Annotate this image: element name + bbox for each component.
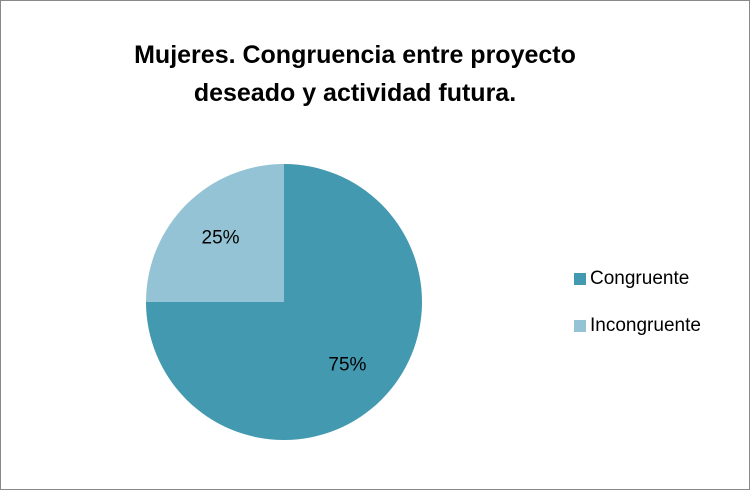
legend-label: Congruente — [590, 268, 689, 289]
chart-title: Mujeres. Congruencia entre proyecto dese… — [134, 41, 576, 107]
legend-swatch — [574, 273, 586, 285]
legend-label: Incongruente — [590, 315, 701, 336]
data-label: 75% — [328, 354, 366, 375]
pie-slice — [146, 164, 284, 302]
data-label: 25% — [202, 228, 240, 249]
legend-swatch — [574, 320, 586, 332]
